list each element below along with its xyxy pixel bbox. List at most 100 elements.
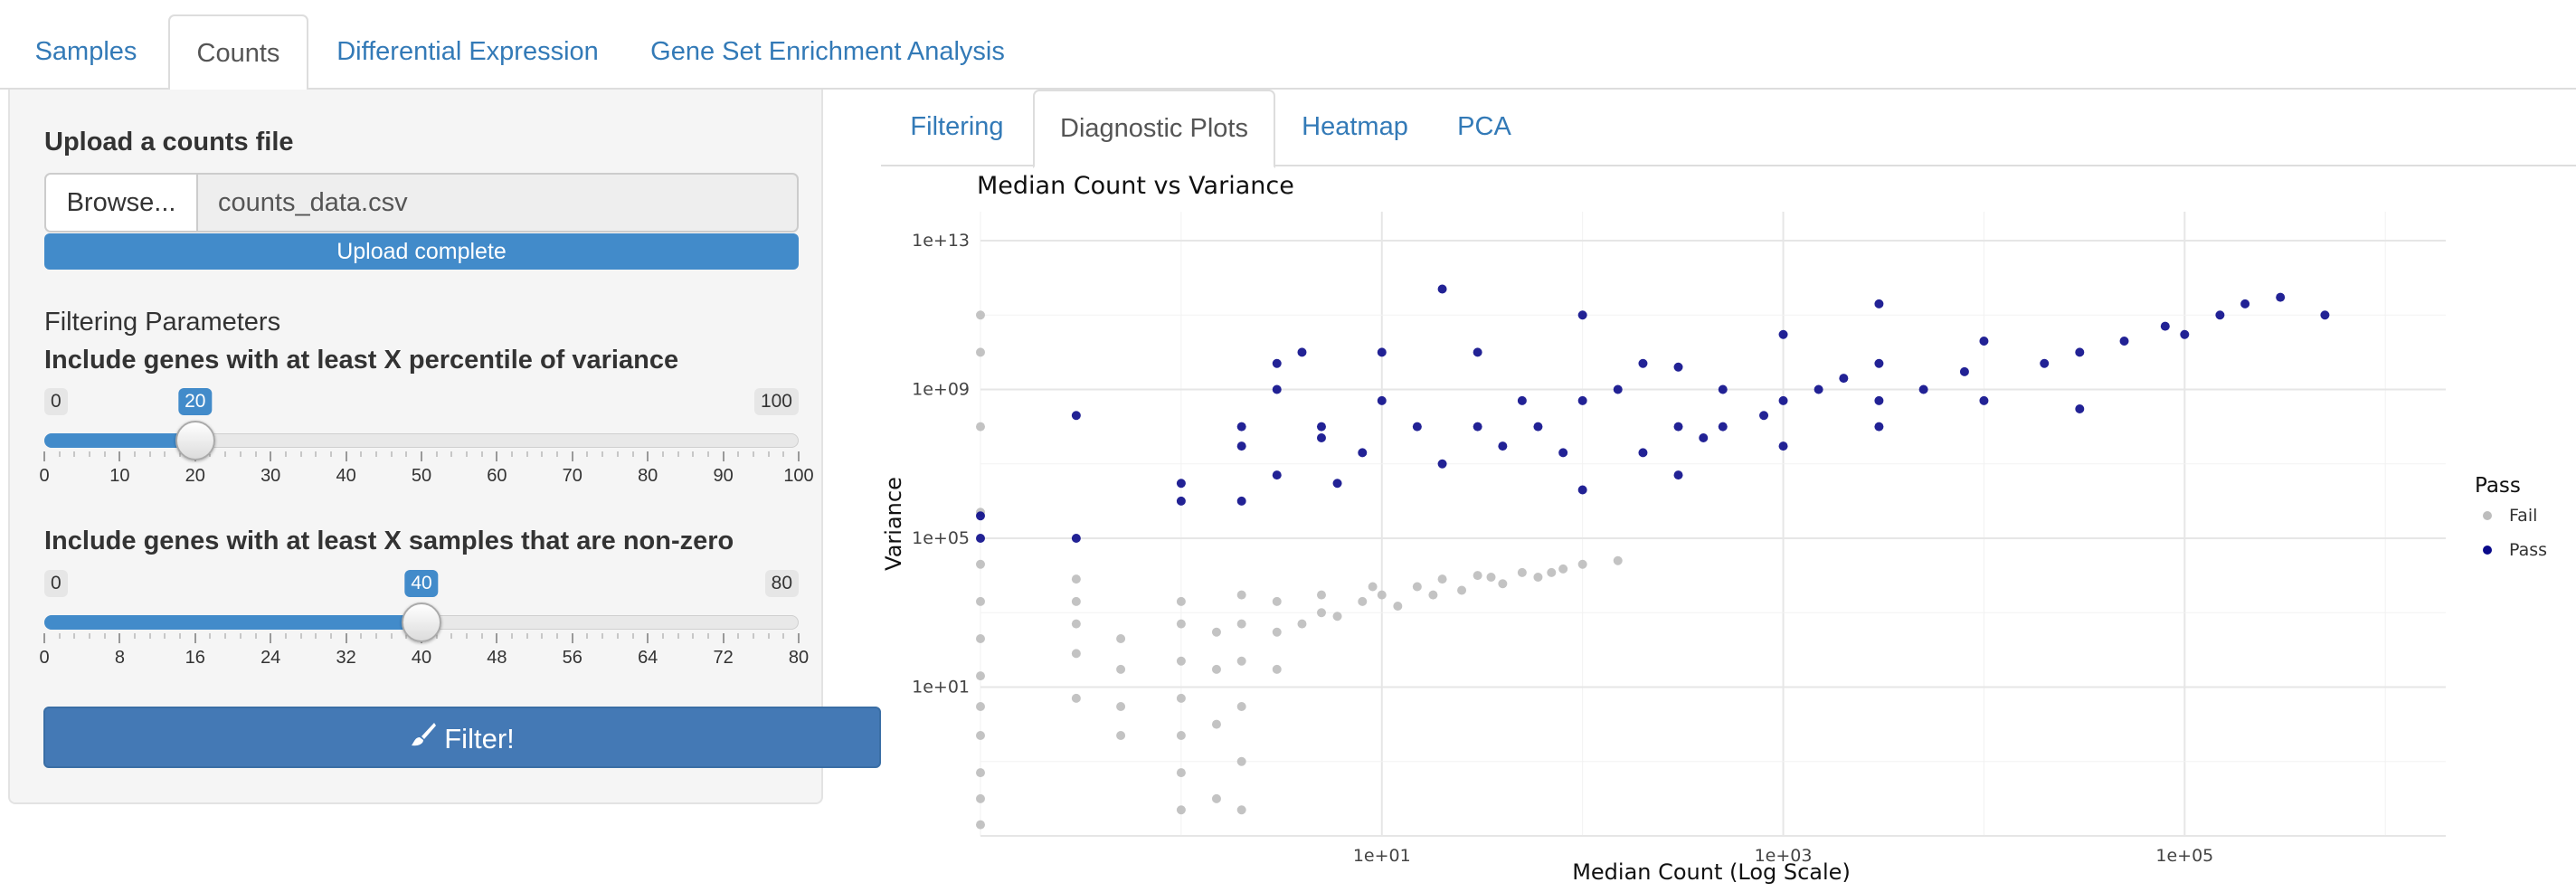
point-fail bbox=[1316, 608, 1326, 618]
file-input-group: Browse... counts_data.csv bbox=[44, 173, 799, 232]
point-fail bbox=[1393, 602, 1403, 612]
chart-legend: Pass Fail Pass bbox=[2475, 474, 2547, 560]
filter-button-label: Filter! bbox=[444, 722, 515, 754]
slider-tick-label: 64 bbox=[638, 648, 658, 668]
point-fail bbox=[976, 671, 985, 681]
slider-minor-tick bbox=[450, 633, 452, 639]
point-pass bbox=[1638, 448, 1648, 458]
slider-minor-tick bbox=[511, 633, 513, 639]
point-fail bbox=[976, 820, 985, 830]
subtab-diagnostic-plots[interactable]: Diagnostic Plots bbox=[1033, 90, 1275, 168]
point-pass bbox=[1071, 534, 1081, 544]
slider-minor-tick bbox=[149, 451, 151, 457]
tab-samples[interactable]: Samples bbox=[34, 37, 137, 66]
slider-minor-tick bbox=[375, 451, 377, 457]
slider-handle[interactable] bbox=[402, 603, 441, 642]
point-fail bbox=[976, 768, 985, 778]
point-pass bbox=[1778, 329, 1788, 339]
slider-minor-tick bbox=[466, 451, 468, 457]
slider-tick bbox=[798, 633, 800, 643]
slider-minor-tick bbox=[391, 633, 393, 639]
samples-slider-label: Include genes with at least X samples th… bbox=[44, 527, 734, 555]
point-fail bbox=[1176, 619, 1186, 629]
point-pass bbox=[1839, 374, 1849, 384]
slider-minor-tick bbox=[662, 451, 664, 457]
slider-minor-tick bbox=[209, 451, 211, 457]
point-fail bbox=[1116, 731, 1126, 741]
subtab-filtering[interactable]: Filtering bbox=[910, 112, 1004, 141]
filter-button[interactable]: Filter! bbox=[43, 707, 881, 768]
slider-minor-tick bbox=[255, 633, 257, 639]
slider-minor-tick bbox=[677, 633, 679, 639]
slider-bar bbox=[44, 615, 421, 630]
point-fail bbox=[1071, 649, 1081, 659]
variance-percentile-slider[interactable]: 0 100 20 0 10 20 30 40 50 60 70 80 90 100 bbox=[39, 388, 814, 497]
slider-minor-tick bbox=[556, 633, 558, 639]
point-pass bbox=[1272, 358, 1282, 368]
slider-minor-tick bbox=[481, 451, 483, 457]
slider-min-label: 0 bbox=[44, 388, 68, 415]
point-pass bbox=[1673, 470, 1683, 480]
slider-minor-tick bbox=[73, 633, 75, 639]
browse-button[interactable]: Browse... bbox=[44, 173, 198, 232]
point-pass bbox=[1272, 384, 1282, 394]
chart-title: Median Count vs Variance bbox=[977, 172, 1294, 200]
point-fail bbox=[1332, 612, 1342, 622]
point-pass bbox=[1558, 448, 1568, 458]
point-pass bbox=[1437, 284, 1447, 294]
slider-value-label: 40 bbox=[404, 570, 439, 597]
slider-minor-tick bbox=[450, 451, 452, 457]
x-axis-title: Median Count (Log Scale) bbox=[1572, 859, 1851, 885]
slider-tick bbox=[722, 451, 724, 461]
slider-minor-tick bbox=[707, 633, 709, 639]
slider-tick bbox=[118, 451, 121, 461]
slider-tick-label: 30 bbox=[260, 466, 281, 486]
slider-minor-tick bbox=[391, 451, 393, 457]
tab-counts[interactable]: Counts bbox=[168, 14, 308, 91]
point-fail bbox=[1457, 585, 1467, 595]
subtab-pca[interactable]: PCA bbox=[1457, 112, 1511, 141]
slider-tick-label: 8 bbox=[114, 648, 125, 668]
point-pass bbox=[2320, 310, 2330, 320]
point-fail bbox=[1577, 559, 1587, 569]
point-pass bbox=[1759, 411, 1769, 421]
point-pass bbox=[1236, 496, 1246, 506]
slider-minor-tick bbox=[405, 451, 407, 457]
slider-tick bbox=[345, 451, 347, 461]
point-pass bbox=[1316, 422, 1326, 432]
filtering-parameters-title: Filtering Parameters bbox=[44, 308, 281, 337]
slider-minor-tick bbox=[209, 633, 211, 639]
point-fail bbox=[976, 702, 985, 712]
point-fail bbox=[1176, 596, 1186, 606]
subtab-heatmap[interactable]: Heatmap bbox=[1302, 112, 1408, 141]
slider-handle[interactable] bbox=[175, 421, 215, 460]
slider-minor-tick bbox=[330, 633, 332, 639]
slider-max-label: 100 bbox=[753, 388, 799, 415]
slider-minor-tick bbox=[556, 451, 558, 457]
tab-differential-expression[interactable]: Differential Expression bbox=[336, 37, 599, 66]
point-pass bbox=[1638, 358, 1648, 368]
slider-minor-tick bbox=[617, 633, 619, 639]
point-pass bbox=[2180, 329, 2190, 339]
point-fail bbox=[976, 596, 985, 606]
tab-gene-set-enrichment[interactable]: Gene Set Enrichment Analysis bbox=[650, 37, 1005, 66]
slider-value-label: 20 bbox=[178, 388, 213, 415]
slider-minor-tick bbox=[782, 633, 784, 639]
slider-minor-tick bbox=[360, 633, 362, 639]
point-fail bbox=[976, 422, 985, 432]
point-fail bbox=[1236, 590, 1246, 600]
point-fail bbox=[1272, 627, 1282, 637]
nonzero-samples-slider[interactable]: 0 80 40 0 8 16 24 32 40 48 56 64 72 80 bbox=[39, 570, 809, 678]
upload-label: Upload a counts file bbox=[44, 128, 294, 157]
slider-minor-tick bbox=[224, 633, 226, 639]
legend-label-fail: Fail bbox=[2509, 506, 2537, 526]
point-pass bbox=[1332, 479, 1342, 489]
slider-tick-label: 60 bbox=[487, 466, 507, 486]
slider-minor-tick bbox=[104, 451, 106, 457]
slider-tick-label: 16 bbox=[185, 648, 205, 668]
slider-minor-tick bbox=[737, 451, 739, 457]
upload-progress-bar: Upload complete bbox=[44, 233, 799, 270]
file-name-field[interactable]: counts_data.csv bbox=[196, 173, 799, 232]
main-nav-tabs: Samples Counts Differential Expression G… bbox=[0, 0, 2576, 91]
counts-sub-tabs: Filtering Diagnostic Plots Heatmap PCA bbox=[881, 90, 2576, 168]
